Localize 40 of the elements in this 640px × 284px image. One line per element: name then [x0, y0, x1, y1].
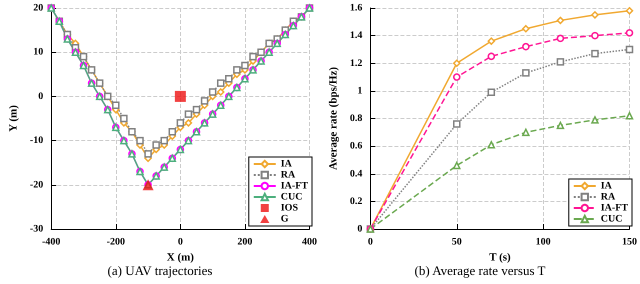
- legend-label: IA: [600, 180, 613, 192]
- legend-label: G: [280, 214, 289, 224]
- x-axis-title: X (m): [166, 251, 194, 264]
- x-tick-label: 0: [178, 236, 183, 248]
- x-tick-label: -200: [106, 236, 125, 248]
- y-tick-label: 0.8: [350, 113, 362, 124]
- x-tick-label: 200: [237, 236, 252, 248]
- y-tick-label: 0.6: [350, 140, 362, 152]
- text: (b) Average rate versus T: [414, 263, 546, 278]
- x-axis-title: T (s): [489, 251, 512, 264]
- x-tick-label: 50: [452, 236, 462, 248]
- legend-label: IA-FT: [600, 202, 628, 214]
- legend-label: CUC: [600, 214, 622, 224]
- text: (a) UAV trajectories: [108, 263, 212, 278]
- legend-label: CUC: [280, 192, 302, 202]
- y-tick-label: 1.4: [350, 30, 362, 42]
- y-tick-label: 0.2: [350, 196, 362, 207]
- y-tick-label: -10: [30, 135, 44, 146]
- legend-label: RA: [280, 170, 296, 180]
- y-axis-title: Y (m): [8, 104, 20, 132]
- x-tick-label: 0: [368, 236, 373, 248]
- legend-label: IA: [280, 158, 293, 170]
- y-axis-title: Average rate (bps/Hz): [328, 66, 340, 170]
- legend-label: IA-FT: [280, 180, 308, 192]
- y-tick-label: 0.4: [350, 168, 362, 180]
- x-tick-label: -400: [42, 236, 60, 248]
- y-tick-label: 0: [357, 224, 362, 234]
- x-tick-label: 400: [302, 236, 317, 248]
- y-tick-label: 1: [357, 85, 362, 96]
- y-tick-label: 1.2: [350, 58, 362, 69]
- y-tick-label: 1.6: [350, 2, 362, 14]
- y-tick-label: 10: [33, 46, 44, 58]
- x-tick-label: 150: [622, 236, 637, 248]
- legend-label: IOS: [280, 202, 298, 214]
- y-tick-label: 20: [33, 2, 44, 14]
- y-tick-label: -30: [30, 224, 44, 234]
- y-tick-label: 0: [38, 90, 44, 102]
- x-tick-label: 100: [536, 236, 551, 248]
- legend-label: RA: [600, 192, 616, 202]
- y-tick-label: -20: [30, 179, 44, 190]
